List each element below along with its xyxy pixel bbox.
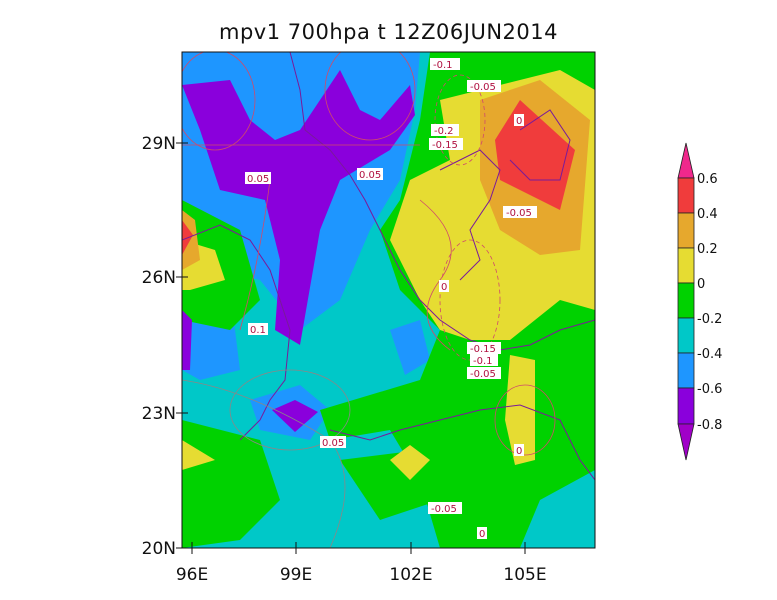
contour-label: 0.05 [320, 436, 346, 449]
field-red [495, 100, 575, 210]
colorbar [677, 142, 695, 461]
svg-text:0.05: 0.05 [247, 174, 269, 185]
borders [182, 52, 595, 481]
colorbar-bottom-arrow [677, 423, 695, 461]
map-title: mpv1 700hpa t 12Z06JUN2014 [219, 20, 558, 44]
colorbar-label: -0.2 [697, 312, 722, 327]
contour-label: 0 [477, 527, 487, 540]
field-yellow-4 [390, 445, 430, 480]
contour-label: -0.1 [430, 58, 460, 71]
axis-ticks [176, 142, 526, 554]
svg-text:-0.05: -0.05 [470, 82, 496, 93]
svg-text:-0.05: -0.05 [506, 208, 532, 219]
contour-label: 0.05 [245, 172, 271, 185]
contour-label: -0.05 [428, 502, 462, 515]
contour-label: -0.2 [431, 124, 459, 137]
field-purple-2 [272, 400, 318, 432]
svg-text:-0.1: -0.1 [473, 356, 493, 367]
svg-text:0: 0 [516, 446, 522, 457]
contour-label: -0.05 [467, 367, 501, 380]
y-tick-label: 29N [142, 134, 176, 154]
y-tick-label: 23N [142, 404, 176, 424]
contour-label: -0.05 [503, 206, 537, 219]
map-frame [181, 51, 596, 549]
colorbar-segment [677, 352, 695, 389]
colorbar-segment [677, 282, 695, 319]
svg-text:-0.1: -0.1 [433, 60, 453, 71]
svg-text:-0.15: -0.15 [432, 140, 458, 151]
x-tick-label: 102E [389, 565, 432, 585]
svg-text:0.1: 0.1 [250, 325, 266, 336]
svg-text:-0.05: -0.05 [470, 369, 496, 380]
contour-label: 0 [439, 280, 449, 293]
x-tick-label: 99E [280, 565, 312, 585]
contour-label-group: -0.1 -0.05 0 -0.2 -0.15 0.05 0.05 -0.05 … [245, 58, 537, 540]
contour-label: -0.05 [467, 80, 501, 93]
colorbar-segment [677, 387, 695, 425]
contour-lines [182, 52, 556, 548]
svg-text:-0.15: -0.15 [470, 344, 496, 355]
contour-label: 0 [514, 114, 524, 127]
svg-text:0: 0 [516, 116, 522, 127]
contour-label: 0.05 [357, 168, 383, 181]
contour-label: -0.1 [470, 354, 498, 367]
svg-text:-0.05: -0.05 [431, 504, 457, 515]
colorbar-label: 0.2 [697, 242, 718, 257]
colorbar-label: 0 [697, 277, 705, 292]
colorbar-label: -0.8 [697, 418, 722, 433]
contour-label: -0.15 [429, 138, 463, 151]
shaded-field [182, 52, 595, 548]
contour-label: -0.15 [467, 342, 501, 355]
field-green-3 [182, 420, 280, 548]
y-tick-label: 20N [142, 539, 176, 559]
field-cyan-br [520, 470, 595, 548]
svg-text:0: 0 [479, 529, 485, 540]
field-blue-4 [390, 320, 430, 375]
contour-label: 0.1 [248, 323, 268, 336]
field-purple-3 [182, 310, 192, 370]
colorbar-label: -0.6 [697, 382, 722, 397]
svg-text:0.05: 0.05 [322, 438, 344, 449]
colorbar-segment [677, 177, 695, 214]
x-tick-label: 96E [176, 565, 208, 585]
contour-label: 0 [514, 444, 524, 457]
field-yellow-5 [182, 440, 215, 470]
svg-text:0: 0 [441, 282, 447, 293]
field-yellow-3 [505, 355, 535, 465]
colorbar-top-arrow [677, 142, 695, 179]
colorbar-label: -0.4 [697, 347, 722, 362]
field-orange-2 [182, 210, 200, 270]
svg-text:0.05: 0.05 [359, 170, 381, 181]
colorbar-segment [677, 212, 695, 249]
colorbar-label: 0.4 [697, 207, 718, 222]
y-tick-label: 26N [142, 268, 176, 288]
colorbar-segment [677, 247, 695, 284]
svg-text:-0.2: -0.2 [434, 126, 454, 137]
colorbar-segment [677, 317, 695, 354]
x-tick-label: 105E [503, 565, 546, 585]
colorbar-label: 0.6 [697, 172, 718, 187]
